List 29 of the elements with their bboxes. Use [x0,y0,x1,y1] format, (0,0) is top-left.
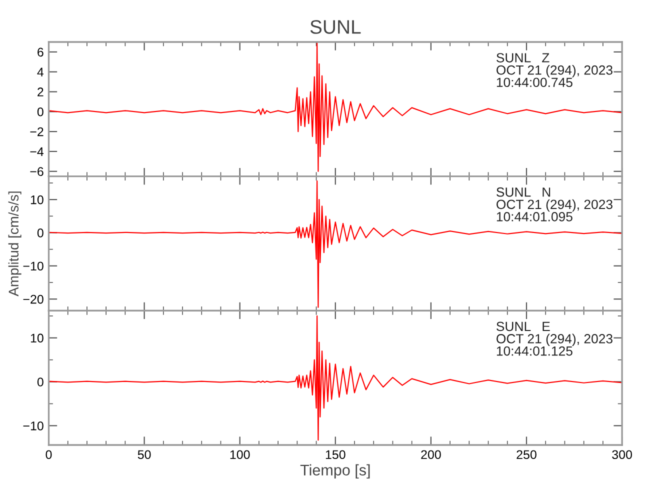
y-tick-label: −20 [23,294,44,304]
x-tick-label: 150 [326,450,346,460]
y-axis-title: Amplitud [cm/s/s] [8,192,22,296]
x-tick-label: 50 [138,450,151,460]
y-tick-label: −2 [30,127,44,136]
y-tick-label: 10 [30,195,44,204]
x-tick-label: 250 [516,450,536,460]
y-tick-label: −6 [30,167,44,176]
y-tick-label: −10 [23,421,44,430]
y-tick-label: −4 [30,147,44,156]
y-tick-label: 6 [38,48,44,57]
x-axis-title: Tiempo [s] [300,464,370,479]
y-tick-label: 10 [30,334,44,343]
y-tick-label: 0 [37,378,44,386]
annotation: SUNL N OCT 21 (294), 2023 10:44:01.095 [496,187,612,222]
line-series [48,180,622,308]
line-series [48,315,622,441]
x-tick-label: 100 [230,450,250,460]
y-tick-label: 4 [37,68,44,76]
y-tick-label: 0 [37,107,44,116]
chart-title: SUNL [310,20,361,34]
y-tick-label: −10 [23,262,44,271]
y-tick-label: 2 [38,88,44,96]
x-tick-label: 0 [46,450,52,460]
x-tick-label: 300 [612,450,632,460]
y-tick-label: 0 [37,228,44,238]
x-tick-label: 200 [421,450,441,460]
annotation: SUNL Z OCT 21 (294), 2023 10:44:00.745 [496,53,612,88]
annotation: SUNL E OCT 21 (294), 2023 10:44:01.125 [496,322,612,356]
